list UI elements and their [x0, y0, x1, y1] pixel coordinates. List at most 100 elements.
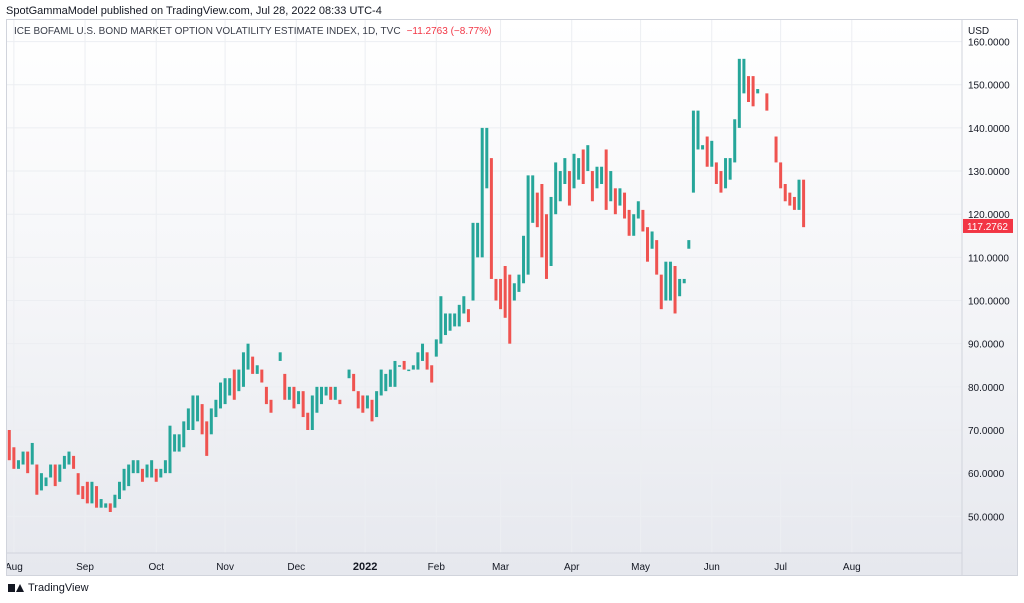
price-bar — [448, 313, 452, 331]
price-bar — [122, 468, 126, 491]
price-bar — [531, 175, 535, 223]
currency-label: USD — [968, 26, 989, 37]
price-bar — [67, 451, 71, 465]
price-bar — [127, 464, 131, 487]
price-bar — [16, 460, 20, 469]
price-bar — [310, 395, 314, 430]
price-bar — [512, 283, 516, 301]
price-tick-label: 50.0000 — [968, 512, 1005, 523]
price-bar — [416, 352, 420, 370]
price-bar — [641, 209, 645, 232]
price-bar — [191, 395, 195, 430]
price-bar — [572, 153, 576, 189]
price-bar — [168, 425, 172, 474]
time-tick-label: Oct — [148, 562, 164, 573]
price-bar — [264, 386, 268, 405]
price-bar — [508, 274, 512, 344]
price-bar — [58, 464, 62, 482]
price-bar — [62, 455, 66, 469]
price-bar — [398, 365, 402, 367]
last-price-marker: 117.2762 — [963, 218, 1013, 233]
price-bar — [788, 192, 792, 206]
price-bar — [49, 464, 53, 478]
price-tick-label: 110.0000 — [968, 253, 1009, 264]
time-tick-label: Dec — [287, 562, 305, 573]
price-bar — [237, 369, 241, 392]
price-bar — [365, 395, 369, 409]
price-bar — [678, 278, 682, 297]
price-bar — [710, 140, 714, 167]
price-bar — [466, 309, 470, 323]
time-tick-label: May — [631, 562, 650, 573]
price-bar — [462, 296, 466, 314]
price-bar — [393, 360, 397, 387]
price-bar — [7, 430, 11, 461]
price-bar — [196, 395, 200, 422]
price-bar — [411, 365, 415, 370]
price-bar — [618, 188, 622, 206]
price-bar — [95, 486, 99, 508]
price-bar — [99, 499, 103, 508]
price-bar — [609, 171, 613, 202]
price-bar — [627, 209, 631, 236]
time-tick-label: Apr — [564, 562, 580, 573]
price-bar — [246, 343, 250, 370]
price-bar — [361, 395, 365, 413]
price-bar — [223, 378, 227, 405]
time-tick-label: Feb — [428, 562, 446, 573]
price-bar — [595, 166, 599, 189]
ohlc-chart[interactable]: USD 50.0000 60.0000 70.0000 80.0000 90.0000 1… — [7, 20, 1018, 576]
price-bar — [655, 240, 659, 275]
price-bar — [12, 447, 16, 469]
grid-lines — [7, 20, 962, 553]
price-bar — [430, 365, 434, 383]
price-bar — [742, 58, 746, 94]
price-bar — [255, 365, 259, 374]
time-axis-labels: Aug Sep Oct Nov Dec 2022 Feb Mar Apr May Jun Jul Aug — [7, 561, 861, 573]
price-bar — [104, 503, 108, 508]
price-tick-label: 70.0000 — [968, 426, 1005, 437]
price-bar — [590, 171, 594, 202]
price-tick-label: 150.0000 — [968, 81, 1010, 92]
price-bar — [489, 158, 493, 279]
price-bar — [581, 149, 585, 184]
price-bar — [600, 166, 604, 184]
price-bar — [792, 196, 796, 210]
price-bar — [145, 464, 149, 478]
price-bar — [338, 399, 342, 405]
time-tick-label: Aug — [843, 562, 861, 573]
price-bar — [779, 162, 783, 189]
price-bar — [604, 149, 608, 210]
price-bar — [347, 369, 351, 379]
price-bar — [150, 460, 154, 478]
price-bar — [668, 261, 672, 301]
price-bar — [324, 386, 328, 396]
price-tick-label: 130.0000 — [968, 167, 1010, 178]
price-bar — [751, 76, 755, 107]
price-bar — [549, 196, 553, 266]
chart-area[interactable]: ICE BOFAML U.S. BOND MARKET OPTION VOLAT… — [6, 19, 1018, 576]
chart-legend: ICE BOFAML U.S. BOND MARKET OPTION VOLAT… — [14, 26, 491, 37]
price-bar — [205, 421, 209, 456]
price-bar — [783, 184, 787, 202]
price-bar — [26, 451, 30, 474]
price-bar — [425, 352, 429, 370]
time-tick-label: Nov — [216, 562, 234, 573]
price-bar — [108, 503, 112, 512]
price-axis-labels: 50.0000 60.0000 70.0000 80.0000 90.0000 100.0… — [968, 38, 1010, 524]
price-bar — [287, 386, 291, 400]
price-bar — [370, 399, 374, 422]
price-bar — [774, 136, 778, 163]
price-bar — [453, 313, 457, 327]
price-bar — [315, 386, 319, 413]
price-bar — [485, 127, 489, 189]
price-bar — [659, 274, 663, 310]
price-bar — [407, 369, 411, 372]
footer: TradingView — [8, 582, 89, 594]
price-bar — [260, 369, 264, 383]
price-bar — [434, 339, 438, 357]
price-bar — [567, 171, 571, 206]
price-bar — [719, 171, 723, 193]
price-bar — [329, 386, 333, 400]
price-bar — [457, 304, 461, 327]
